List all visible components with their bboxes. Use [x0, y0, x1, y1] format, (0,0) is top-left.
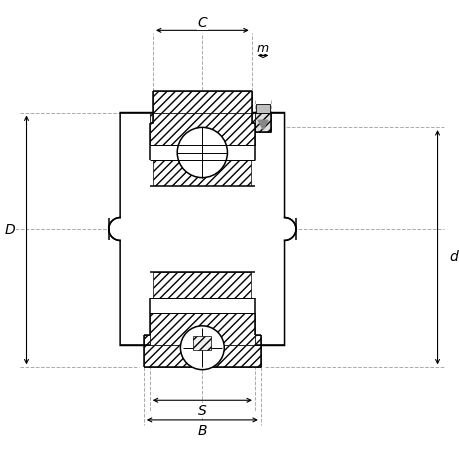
Polygon shape [153, 91, 251, 113]
Text: m: m [257, 42, 269, 55]
Polygon shape [150, 113, 254, 145]
Text: D: D [5, 223, 15, 236]
Circle shape [180, 326, 224, 370]
Polygon shape [150, 314, 254, 346]
Polygon shape [153, 273, 251, 298]
Text: B: B [197, 423, 207, 437]
Text: S: S [197, 403, 206, 417]
Polygon shape [251, 113, 254, 123]
Polygon shape [193, 336, 211, 350]
Polygon shape [153, 161, 251, 186]
Polygon shape [254, 336, 260, 346]
Bar [150, 186, 254, 273]
Polygon shape [254, 113, 271, 133]
Polygon shape [257, 121, 268, 130]
Polygon shape [108, 113, 295, 346]
Polygon shape [150, 113, 153, 123]
Bar [256, 105, 269, 113]
Text: C: C [197, 16, 207, 30]
Circle shape [177, 128, 227, 178]
Polygon shape [144, 336, 150, 346]
Text: d: d [448, 250, 457, 264]
Polygon shape [144, 346, 260, 368]
